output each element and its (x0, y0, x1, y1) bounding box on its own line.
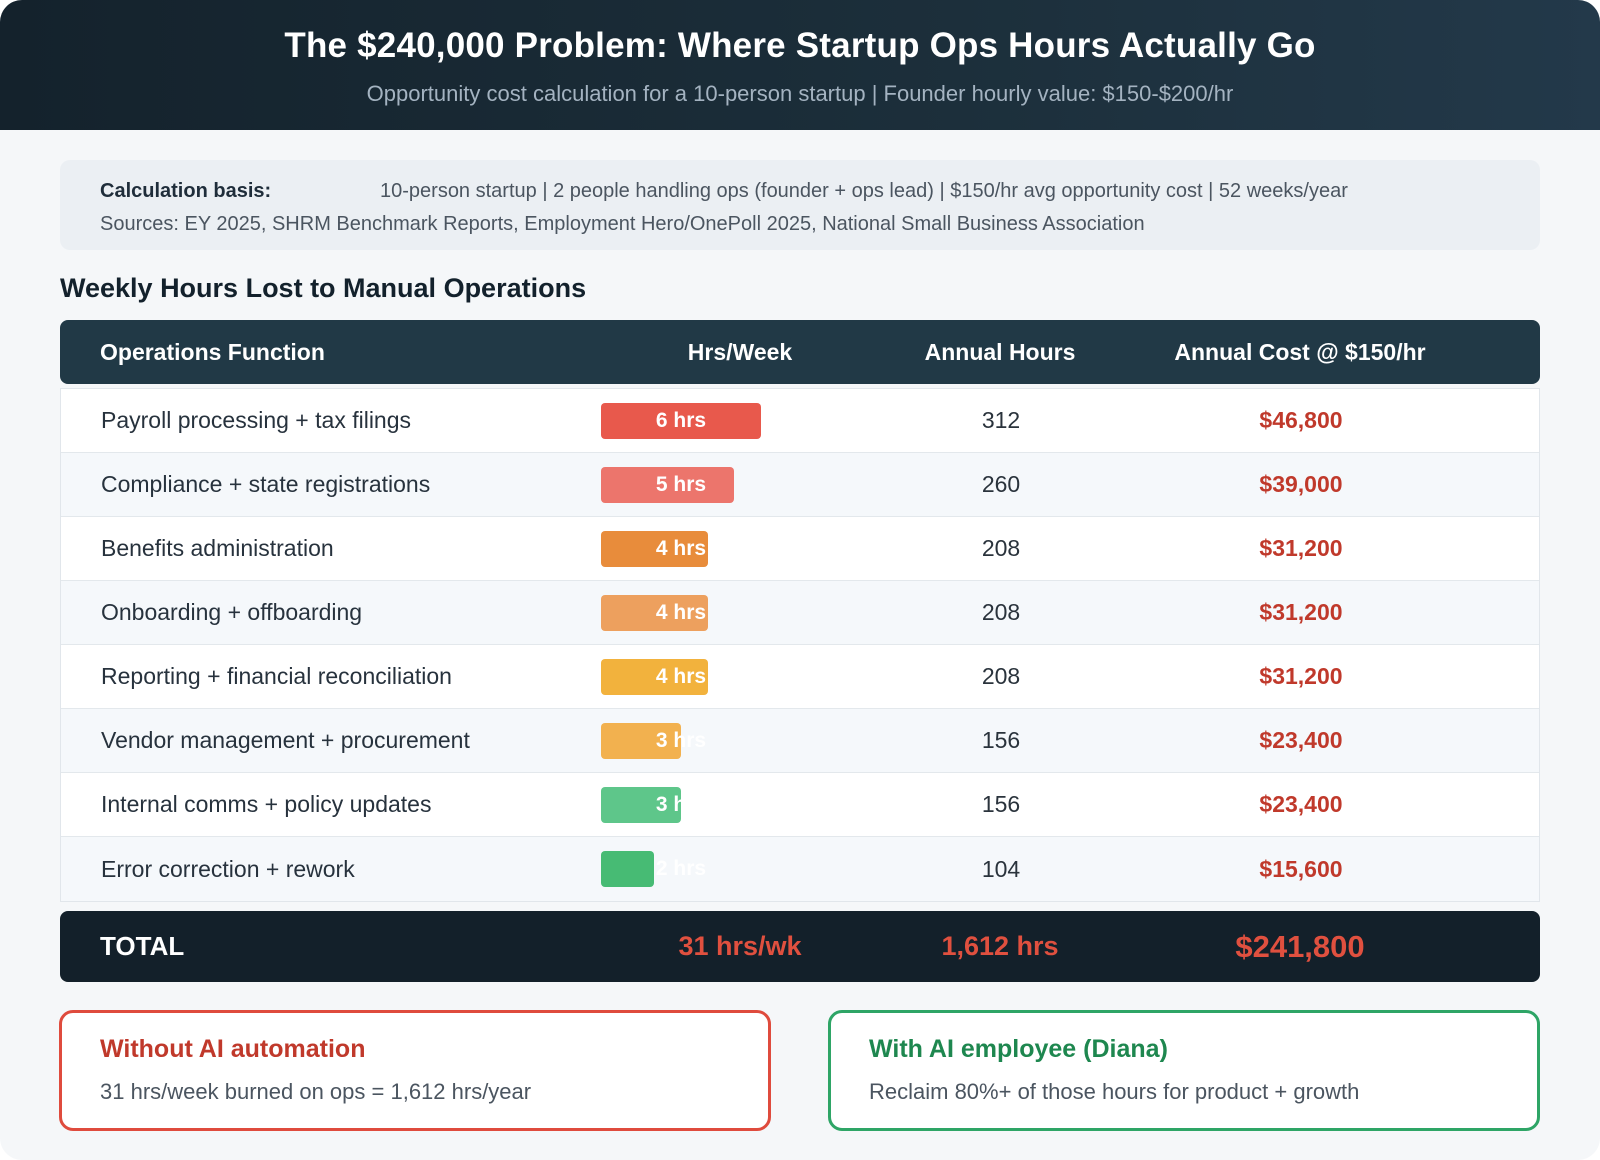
hours-bar-label: 4 hrs (655, 601, 707, 624)
function-name: Payroll processing + tax filings (101, 407, 412, 433)
function-name: Reporting + financial reconciliation (101, 663, 452, 689)
table-body: Payroll processing + tax filings 6 hrs 312… (60, 388, 1540, 902)
table-row: Reporting + financial reconciliation 4 hr… (61, 645, 1539, 709)
annual-hours: 104 (981, 855, 1021, 882)
total-annual-cost: $241,800 (1235, 928, 1365, 964)
annual-hours: 208 (981, 599, 1021, 625)
function-name: Onboarding + offboarding (101, 599, 363, 625)
hours-bar-label: 3 hrs (655, 793, 707, 816)
hours-bar-container: 6 hrs (601, 403, 761, 439)
function-name: Vendor management + procurement (101, 727, 470, 753)
hours-bar (601, 403, 761, 439)
table-row: Benefits administration 4 hrs 208 $31,200 (61, 517, 1539, 581)
with-ai-text: Reclaim 80%+ of those hours for product … (869, 1079, 1360, 1104)
table-row: Onboarding + offboarding 4 hrs 208 $31,200 (61, 581, 1539, 645)
annual-cost: $39,000 (1259, 471, 1343, 497)
table-header: Operations Function Hrs/Week Annual Hour… (60, 320, 1540, 384)
function-name: Error correction + rework (101, 855, 355, 882)
annual-cost: $31,200 (1259, 663, 1343, 689)
with-ai-callout: With AI employee (Diana) Reclaim 80%+ of… (828, 1010, 1540, 1131)
table-row: Payroll processing + tax filings 6 hrs 312… (61, 389, 1539, 453)
page-subtitle: Opportunity cost calculation for a 10-pe… (366, 81, 1234, 106)
annual-hours: 156 (981, 791, 1021, 817)
ops-hours-table: Operations Function Hrs/Week Annual Hour… (60, 320, 1540, 902)
without-ai-text: 31 hrs/week burned on ops = 1,612 hrs/ye… (100, 1079, 532, 1104)
column-header-annual-hours: Annual Hours (924, 338, 1076, 365)
annual-cost: $46,800 (1259, 407, 1343, 433)
hours-bar (601, 467, 734, 503)
hours-bar (601, 595, 708, 631)
table-row: Vendor management + procurement 3 hrs 156 $… (61, 709, 1539, 773)
column-header-hours-week: Hrs/Week (687, 338, 793, 365)
function-name: Internal comms + policy updates (101, 791, 432, 817)
section-title: Weekly Hours Lost to Manual Operations (60, 273, 587, 303)
without-ai-callout: Without AI automation 31 hrs/week burned… (59, 1010, 771, 1131)
table-row: Internal comms + policy updates 3 hrs 156 $… (61, 773, 1539, 837)
hours-bar (601, 531, 708, 567)
hours-bar-container: 3 hrs (601, 723, 761, 759)
total-annual-hours: 1,612 hrs (941, 931, 1059, 961)
sources-text: Sources: EY 2025, SHRM Benchmark Reports… (100, 213, 1145, 235)
hours-bar-container: 4 hrs (601, 531, 761, 567)
header: The $240,000 Problem: Where Startup Ops … (0, 0, 1600, 130)
table-row: Error correction + rework 2 hrs 104 $15,600 (61, 837, 1539, 901)
hours-bar (601, 723, 681, 759)
annual-cost: $15,600 (1259, 855, 1343, 882)
hours-bar-label: 6 hrs (655, 409, 707, 432)
column-header-function: Operations Function (100, 338, 325, 365)
table-row: Compliance + state registrations 5 hrs 260… (61, 453, 1539, 517)
hours-bar (601, 659, 708, 695)
hours-bar-container: 4 hrs (601, 595, 761, 631)
total-row: TOTAL 31 hrs/wk 1,612 hrs $241,800 (60, 911, 1540, 982)
annual-cost: $31,200 (1259, 599, 1343, 625)
function-name: Compliance + state registrations (101, 471, 431, 497)
annual-hours: 208 (981, 535, 1021, 561)
column-header-annual-cost: Annual Cost @ $150/hr (1174, 338, 1426, 365)
hours-bar-container: 3 hrs (601, 787, 761, 823)
hours-bar (601, 851, 654, 887)
hours-bar-container: 2 hrs (601, 851, 761, 887)
total-label: TOTAL (100, 931, 185, 961)
hours-bar-label: 4 hrs (655, 537, 707, 560)
annual-hours: 312 (981, 407, 1021, 433)
function-name: Benefits administration (101, 535, 334, 561)
total-hours-week: 31 hrs/wk (678, 931, 802, 961)
page-title: The $240,000 Problem: Where Startup Ops … (284, 26, 1316, 65)
without-ai-title: Without AI automation (100, 1035, 366, 1063)
annual-cost: $31,200 (1259, 535, 1343, 561)
with-ai-title: With AI employee (Diana) (869, 1035, 1168, 1063)
hours-bar-label: 2 hrs (655, 857, 707, 880)
hours-bar (601, 787, 681, 823)
hours-bar-container: 5 hrs (601, 467, 761, 503)
annual-hours: 260 (981, 471, 1021, 497)
annual-cost: $23,400 (1259, 791, 1343, 817)
hours-bar-label: 5 hrs (655, 473, 707, 496)
hours-bar-container: 4 hrs (601, 659, 761, 695)
annual-hours: 208 (981, 663, 1021, 689)
hours-bar-label: 4 hrs (655, 665, 707, 688)
annual-hours: 156 (981, 727, 1021, 753)
hours-bar-label: 3 hrs (655, 729, 707, 752)
calculation-basis-panel: Calculation basis: 10-person startup | 2… (60, 160, 1540, 250)
calculation-basis-label: Calculation basis: (100, 180, 272, 202)
calculation-basis-text: 10-person startup | 2 people handling op… (380, 180, 1348, 202)
annual-cost: $23,400 (1259, 727, 1343, 753)
